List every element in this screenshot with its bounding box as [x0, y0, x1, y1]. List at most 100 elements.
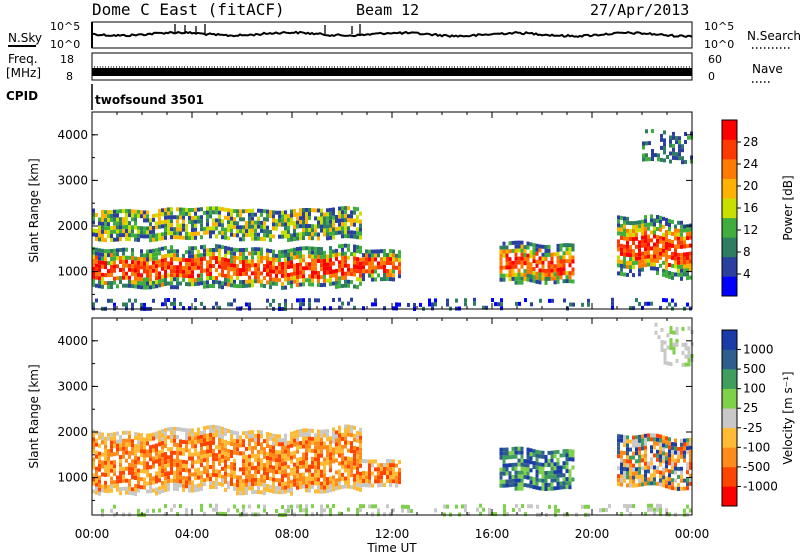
- heatmap-cell: [520, 478, 524, 483]
- heatmap-cell: [683, 442, 686, 447]
- heatmap-cell: [668, 473, 671, 478]
- heatmap-cell: [623, 232, 626, 237]
- heatmap-cell: [260, 474, 263, 479]
- heatmap-cell: [656, 507, 659, 512]
- heatmap-cell: [305, 504, 308, 509]
- heatmap-cell: [556, 255, 560, 260]
- heatmap-cell: [517, 458, 521, 463]
- heatmap-cell: [218, 244, 221, 249]
- heatmap-cell: [98, 483, 101, 488]
- heatmap-cell: [347, 448, 350, 453]
- heatmap-cell: [188, 262, 191, 267]
- heatmap-cell: [92, 433, 95, 438]
- heatmap-cell: [320, 429, 323, 434]
- heatmap-cell: [326, 258, 329, 263]
- heatmap-cell: [149, 437, 152, 442]
- heatmap-cell: [398, 262, 401, 267]
- heatmap-cell: [446, 504, 449, 509]
- heatmap-cell: [629, 504, 632, 509]
- heatmap-cell: [359, 463, 362, 468]
- heatmap-cell: [383, 273, 386, 277]
- heatmap-cell: [656, 235, 659, 239]
- heatmap-cell: [548, 298, 551, 303]
- heatmap-cell: [499, 253, 503, 258]
- heatmap-cell: [638, 438, 641, 443]
- heatmap-cell: [155, 475, 158, 480]
- heatmap-cell: [326, 212, 329, 217]
- cpid-label: CPID: [6, 89, 38, 103]
- heatmap-cell: [251, 478, 254, 483]
- heatmap-cell: [353, 256, 356, 261]
- heatmap-cell: [335, 482, 338, 487]
- heatmap-cell: [167, 265, 170, 270]
- heatmap-cell: [320, 263, 323, 268]
- heatmap-cell: [242, 504, 245, 509]
- heatmap-cell: [665, 298, 668, 303]
- heatmap-cell: [350, 461, 353, 466]
- heatmap-cell: [656, 247, 659, 251]
- heatmap-cell: [677, 260, 680, 265]
- heatmap-cell: [568, 255, 572, 260]
- heatmap-cell: [113, 444, 116, 449]
- heatmap-cell: [675, 156, 678, 161]
- heatmap-cell: [626, 471, 629, 476]
- heatmap-cell: [629, 463, 632, 468]
- heatmap-cell: [659, 227, 662, 232]
- heatmap-cell: [239, 280, 242, 285]
- heatmap-cell: [281, 490, 284, 495]
- heatmap-cell: [203, 438, 206, 443]
- heatmap-cell: [684, 346, 688, 351]
- heatmap-cell: [392, 479, 395, 484]
- heatmap-cell: [104, 448, 107, 453]
- heatmap-cell: [683, 224, 686, 229]
- heatmap-cell: [368, 265, 371, 270]
- heatmap-cell: [644, 263, 647, 268]
- heatmap-cell: [164, 246, 167, 250]
- heatmap-cell: [125, 255, 128, 260]
- heatmap-cell: [380, 475, 383, 480]
- heatmap-cell: [632, 221, 635, 226]
- heatmap-cell: [365, 475, 368, 480]
- heatmap-cell: [335, 276, 338, 281]
- heatmap-cell: [101, 237, 104, 242]
- heatmap-cell: [571, 465, 575, 470]
- heatmap-cell: [143, 218, 146, 223]
- heatmap-cell: [653, 258, 656, 263]
- heatmap-cell: [248, 220, 251, 225]
- heatmap-cell: [200, 438, 203, 443]
- heatmap-cell: [647, 507, 650, 512]
- heatmap-cell: [269, 476, 272, 481]
- heatmap-cell: [461, 504, 464, 509]
- heatmap-cell: [671, 466, 674, 471]
- heatmap-cell: [266, 484, 269, 488]
- heatmap-cell: [110, 253, 113, 257]
- heatmap-cell: [669, 143, 672, 148]
- heatmap-cell: [287, 448, 290, 453]
- heatmap-cell: [200, 462, 203, 467]
- heatmap-cell: [188, 282, 191, 287]
- colorbar-tick-label: 4: [743, 267, 751, 281]
- heatmap-cell: [620, 434, 623, 439]
- heatmap-cell: [137, 260, 140, 265]
- heatmap-cell: [239, 491, 242, 496]
- heatmap-cell: [617, 454, 620, 459]
- heatmap-cell: [251, 212, 254, 217]
- heatmap-cell: [245, 482, 248, 487]
- heatmap-cell: [653, 254, 656, 259]
- heatmap-cell: [656, 449, 659, 454]
- heatmap-cell: [131, 217, 134, 222]
- heatmap-cell: [227, 481, 230, 485]
- heatmap-cell: [134, 268, 137, 273]
- heatmap-cell: [182, 475, 185, 480]
- heatmap-cell: [644, 259, 647, 264]
- heatmap-cell: [251, 224, 254, 229]
- heatmap-cell: [215, 256, 218, 261]
- heatmap-cell: [224, 215, 227, 220]
- heatmap-cell: [362, 253, 365, 258]
- heatmap-cell: [296, 263, 299, 267]
- heatmap-cell: [620, 466, 623, 471]
- heatmap-cell: [191, 216, 194, 220]
- heatmap-cell: [332, 435, 335, 440]
- heatmap-cell: [281, 466, 284, 471]
- heatmap-cell: [656, 469, 659, 474]
